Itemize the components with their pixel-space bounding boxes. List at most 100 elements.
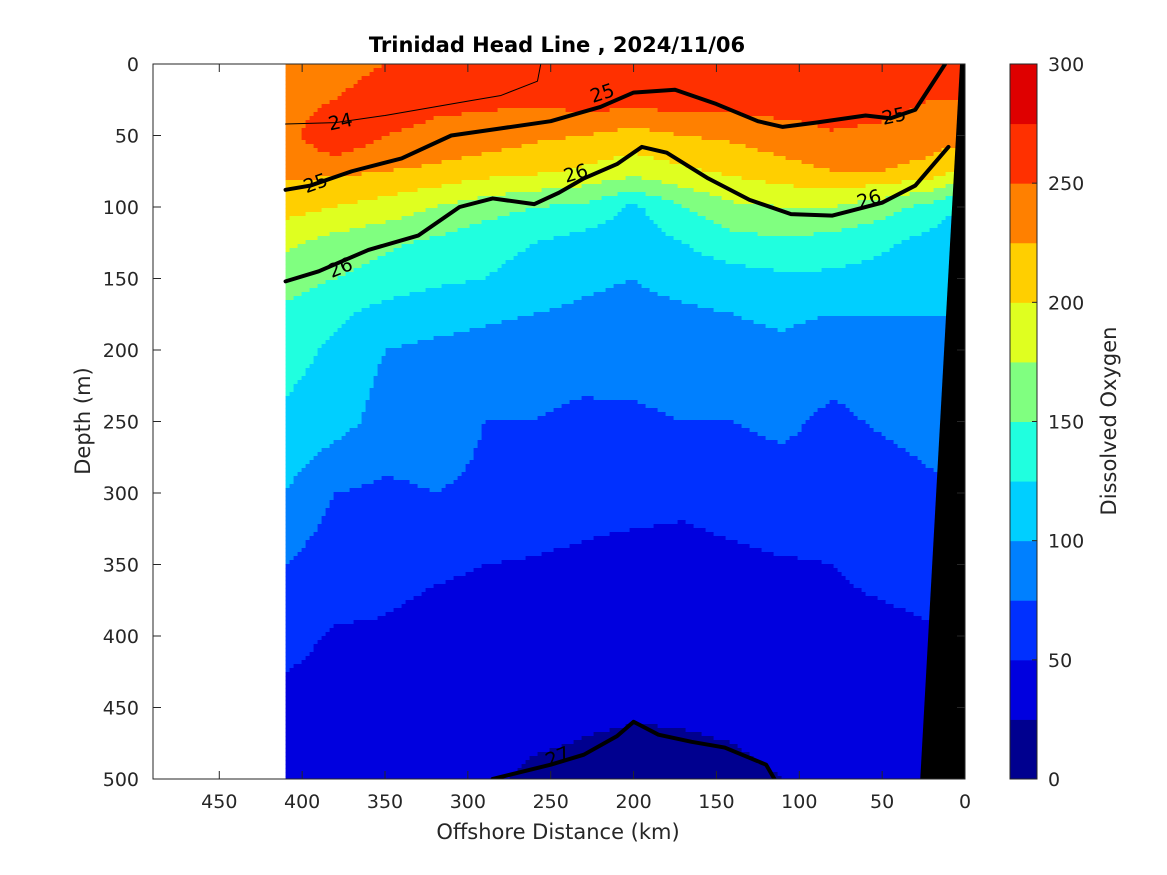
heat-cell bbox=[285, 412, 363, 417]
heat-cell bbox=[885, 168, 965, 173]
heat-cell bbox=[285, 496, 335, 501]
heat-cell bbox=[421, 164, 583, 169]
heat-cell bbox=[329, 232, 447, 237]
heat-cell bbox=[801, 120, 883, 125]
heat-cell bbox=[713, 256, 875, 261]
heat-cell bbox=[297, 472, 463, 477]
colorbar: 0 50 100 150 200 250 300 Dissolved Oxygen bbox=[1009, 54, 1121, 791]
heat-cell bbox=[317, 452, 475, 457]
heat-cell bbox=[285, 204, 339, 209]
heat-cell bbox=[285, 544, 307, 549]
heat-cell bbox=[285, 208, 323, 213]
heat-cell bbox=[285, 440, 335, 445]
heat-cell bbox=[377, 364, 965, 369]
heat-cell bbox=[617, 128, 651, 133]
heat-cell bbox=[657, 108, 911, 113]
colorbar-band bbox=[1010, 302, 1037, 363]
heat-cell bbox=[285, 256, 379, 261]
heat-cell bbox=[425, 208, 527, 213]
heat-cell bbox=[293, 664, 965, 669]
heat-cell bbox=[829, 128, 835, 133]
heat-cell bbox=[705, 216, 887, 221]
heat-cell bbox=[673, 236, 911, 241]
y-tick-label: 100 bbox=[103, 197, 139, 219]
heat-cell bbox=[865, 420, 965, 425]
heat-cell bbox=[293, 384, 375, 389]
heat-cell bbox=[925, 100, 965, 105]
heat-cell bbox=[285, 172, 363, 177]
heat-cell bbox=[285, 300, 383, 305]
heat-cell bbox=[381, 64, 965, 69]
heat-cell bbox=[285, 608, 395, 613]
heat-cell bbox=[933, 200, 965, 205]
heat-cell bbox=[777, 772, 965, 777]
heat-cell bbox=[473, 456, 919, 461]
heat-cell bbox=[345, 432, 483, 437]
heat-cell bbox=[613, 216, 651, 221]
heat-cell bbox=[641, 176, 743, 181]
heat-cell bbox=[285, 220, 387, 225]
heat-cell bbox=[701, 168, 831, 173]
heat-cell bbox=[813, 164, 899, 169]
heat-cell bbox=[329, 152, 343, 157]
heat-cell bbox=[669, 160, 803, 165]
heat-cell bbox=[361, 76, 965, 81]
heat-cell bbox=[769, 768, 965, 773]
heat-cell bbox=[825, 404, 847, 409]
heat-cell bbox=[373, 68, 965, 73]
heat-cell bbox=[817, 316, 965, 321]
heat-cell bbox=[341, 92, 965, 97]
colorbar-band bbox=[1010, 659, 1037, 720]
y-tick-label: 0 bbox=[127, 54, 139, 76]
heat-cell bbox=[317, 640, 965, 645]
heat-cell bbox=[713, 532, 965, 537]
heat-cell bbox=[285, 128, 303, 133]
heat-cell bbox=[317, 108, 499, 113]
heat-cell bbox=[285, 672, 965, 677]
heat-cell bbox=[801, 160, 911, 165]
colorbar-band bbox=[1010, 242, 1037, 303]
heat-cell bbox=[473, 448, 907, 453]
heat-cell bbox=[285, 584, 435, 589]
heat-cell bbox=[597, 160, 671, 165]
heat-cell bbox=[321, 344, 403, 349]
heat-cell bbox=[489, 272, 965, 277]
heat-cell bbox=[285, 376, 303, 381]
heat-cell bbox=[313, 360, 383, 365]
heat-cell bbox=[353, 84, 965, 89]
heat-cell bbox=[413, 596, 879, 601]
heat-cell bbox=[893, 212, 965, 217]
heat-cell bbox=[805, 320, 965, 325]
heat-cell bbox=[425, 588, 863, 593]
heat-cell bbox=[601, 196, 663, 201]
heat-cell bbox=[453, 576, 847, 581]
heat-cell bbox=[561, 304, 699, 309]
heat-cell bbox=[885, 216, 947, 221]
heat-cell bbox=[757, 148, 943, 153]
heat-cell bbox=[381, 300, 575, 305]
x-tick-label: 450 bbox=[201, 791, 237, 813]
heat-cell bbox=[285, 668, 291, 673]
heat-cell bbox=[909, 192, 965, 197]
heat-cell bbox=[285, 444, 331, 449]
heat-cell bbox=[325, 632, 965, 637]
heat-cell bbox=[857, 124, 965, 129]
heat-cell bbox=[733, 200, 859, 205]
colorbar-band bbox=[1010, 64, 1037, 125]
heat-cell bbox=[617, 212, 647, 217]
heat-cell bbox=[773, 268, 823, 273]
heat-cell bbox=[285, 152, 331, 157]
heat-cell bbox=[433, 336, 965, 341]
heat-cell bbox=[401, 344, 965, 349]
heat-cell bbox=[337, 328, 471, 333]
heat-cell bbox=[385, 612, 915, 617]
heat-cell bbox=[845, 264, 965, 269]
heat-cell bbox=[349, 428, 483, 433]
heat-cell bbox=[473, 452, 911, 457]
heat-cell bbox=[309, 652, 965, 657]
heat-cell bbox=[773, 552, 965, 557]
heat-cell bbox=[285, 724, 627, 729]
heat-cell bbox=[285, 352, 319, 357]
heat-cell bbox=[713, 736, 965, 741]
heat-cell bbox=[525, 556, 799, 561]
